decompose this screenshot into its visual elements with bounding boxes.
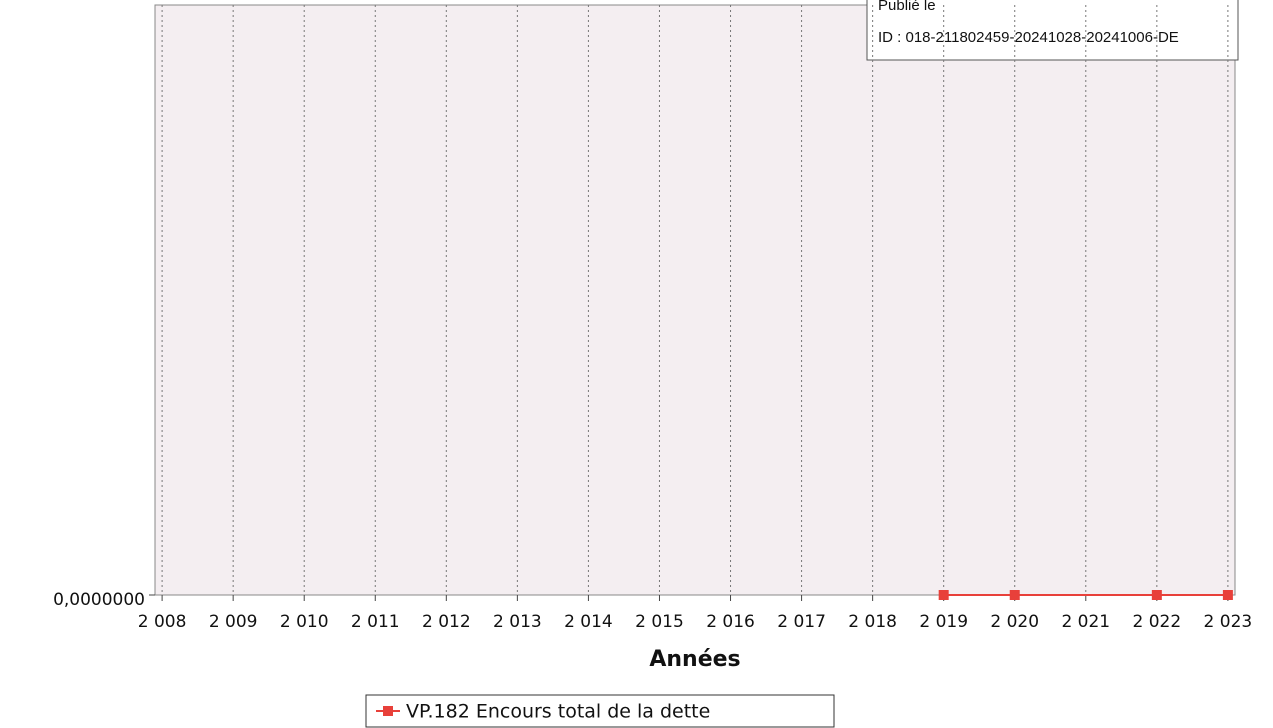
x-tick-label: 2 023 [1204,612,1253,632]
x-tick-label: 2 019 [919,612,968,632]
x-tick-label: 2 020 [990,612,1039,632]
x-tick-label: 2 021 [1061,612,1110,632]
x-tick-label: 2 022 [1133,612,1182,632]
x-tick-label: 2 016 [706,612,755,632]
legend-box [365,694,835,728]
x-tick-label: 2 012 [422,612,471,632]
legend-marker [383,706,393,716]
x-tick-label: 2 017 [777,612,826,632]
x-tick-label: 2 018 [848,612,897,632]
stamp-box [866,0,1239,61]
x-tick-label: 2 009 [209,612,258,632]
plot-area [154,4,1236,596]
x-tick-label: 2 015 [635,612,684,632]
x-tick-label: 2 014 [564,612,613,632]
legend-label: VP.182 Encours total de la dette [406,701,710,723]
point-marker [1009,590,1020,600]
x-tick-label: 2 008 [138,612,187,632]
x-tick-label: 2 010 [280,612,329,632]
stamp-id: ID : 018-211802459-20241028-20241006-DE [878,29,1179,46]
point-marker [1222,590,1233,600]
x-tick-label: 2 011 [351,612,400,632]
stamp-published: Publié le [878,0,936,14]
x-axis-title: Années [649,647,740,672]
point-marker [1151,590,1162,600]
x-tick-label: 2 013 [493,612,542,632]
point-marker [938,590,949,600]
y-tick-label: 0,0000000 [53,590,145,610]
